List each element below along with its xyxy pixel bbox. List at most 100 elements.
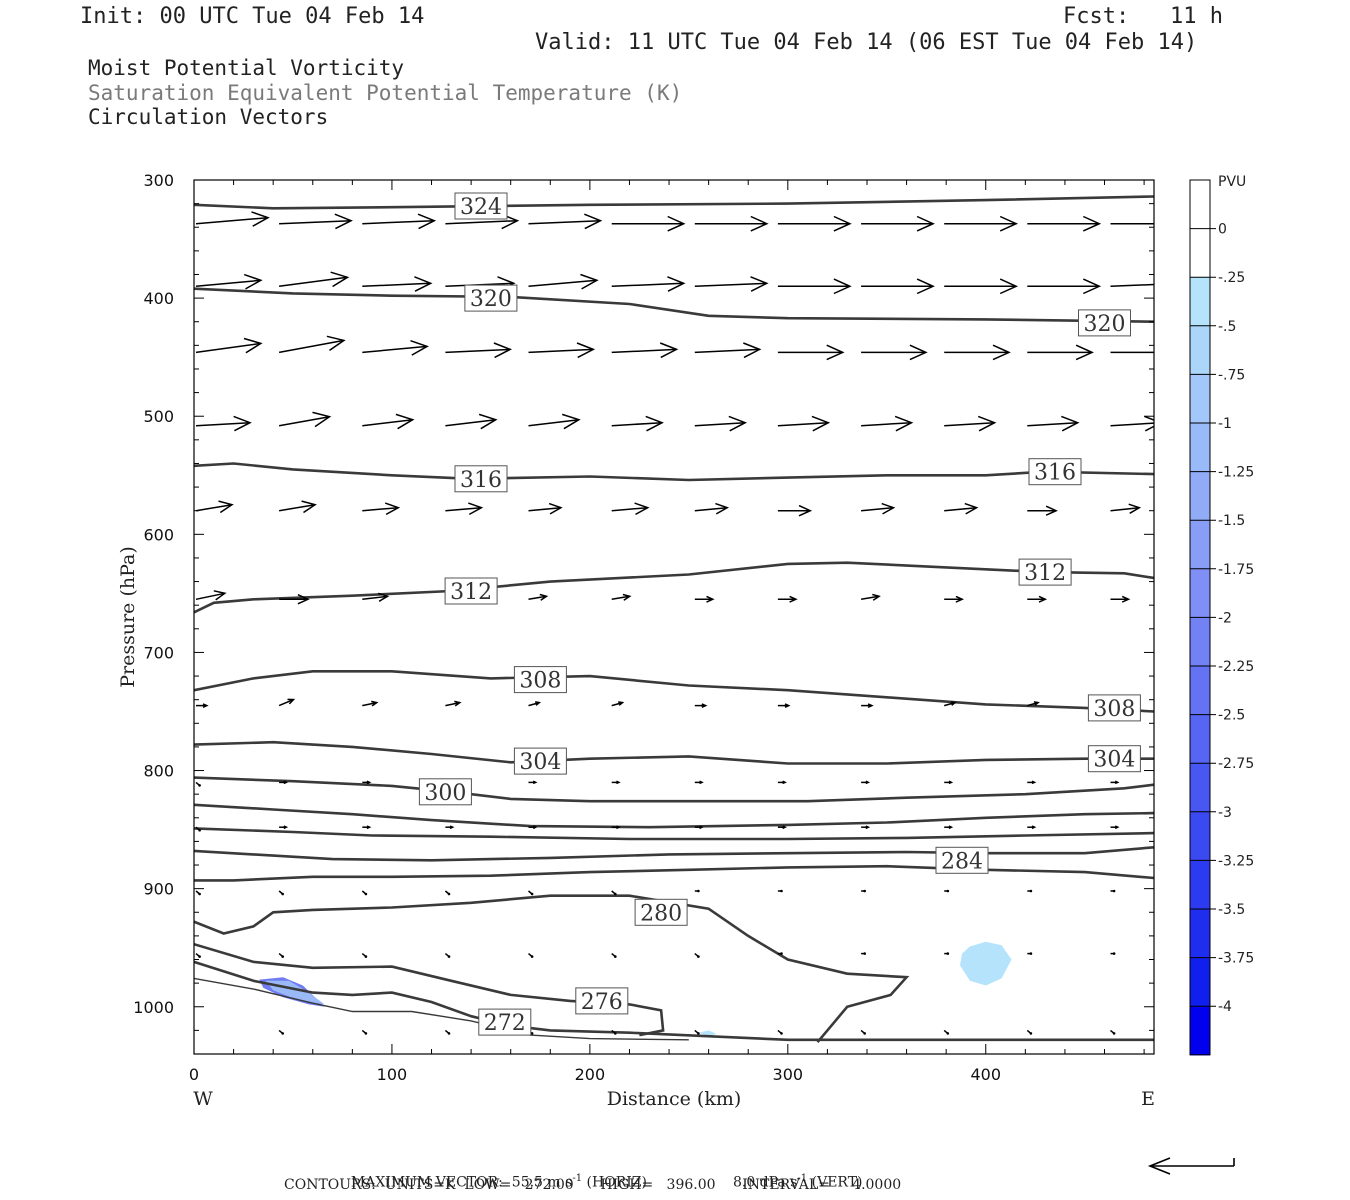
y-tick-label: 500 [143, 407, 174, 426]
circulation-vector [861, 780, 871, 785]
circulation-vector [1110, 351, 1154, 354]
circulation-vector [528, 890, 534, 896]
circulation-vector [528, 953, 534, 958]
colorbar-bin [1190, 325, 1210, 375]
circulation-vector [278, 335, 346, 354]
circulation-vector [611, 342, 679, 359]
forecast-label: Fcst: [1063, 4, 1130, 29]
title-thetae: Saturation Equivalent Potential Temperat… [88, 81, 683, 105]
circulation-vector [777, 415, 831, 432]
contour-296 [194, 803, 1154, 829]
contour-label: 320 [464, 284, 518, 312]
circulation-vector [279, 594, 310, 605]
circulation-vector [944, 595, 965, 603]
y-axis-title: Pressure (hPa) [117, 546, 139, 688]
colorbar-tick-label: -.25 [1218, 270, 1245, 286]
y-tick-label: 300 [143, 171, 174, 190]
svg-text:300: 300 [424, 781, 466, 806]
circulation-vector [528, 593, 549, 601]
circulation-vector [777, 1029, 783, 1035]
circulation-vector [861, 344, 928, 361]
colorbar-bin [1190, 374, 1210, 424]
colorbar-bin [1190, 180, 1210, 230]
pv-shaded-region-2 [960, 941, 1012, 986]
circulation-vector [777, 215, 852, 232]
y-tick-label: 400 [143, 289, 174, 308]
circulation-vector [445, 502, 484, 516]
x-tick-label: 200 [575, 1065, 606, 1084]
circulation-vector [196, 703, 209, 708]
circulation-vector [279, 780, 289, 785]
circulation-vector [195, 273, 263, 290]
circulation-vector [944, 889, 950, 893]
circulation-vector [361, 953, 368, 958]
plot-frame [193, 179, 1155, 1055]
circulation-vector [860, 1029, 866, 1035]
colorbar-bin [1190, 957, 1210, 1007]
init-time: Init: 00 UTC Tue 04 Feb 14 [80, 4, 425, 29]
circulation-vector [1110, 825, 1120, 830]
circulation-vector [944, 344, 1011, 361]
contour-316 [194, 462, 1154, 482]
circulation-vector [362, 700, 379, 707]
circulation-vector [1027, 952, 1033, 955]
reference-vector-arrow [1147, 1157, 1235, 1175]
circulation-vector [694, 825, 704, 830]
circulation-vector [528, 342, 596, 359]
circulation-vector [362, 413, 415, 430]
contour-308 [194, 670, 1154, 713]
svg-text:320: 320 [1084, 312, 1126, 337]
colorbar-bin [1190, 471, 1210, 521]
circulation-vector [944, 780, 954, 785]
circulation-vector [361, 890, 368, 896]
circulation-vector [777, 344, 845, 361]
circulation-vector [1027, 889, 1033, 893]
circulation-vector [611, 825, 621, 830]
pv-shaded-region-3 [698, 1030, 717, 1037]
circulation-vector [694, 780, 704, 785]
y-tick-label: 1000 [133, 998, 174, 1017]
circulation-vector [362, 213, 437, 230]
circulation-vector [611, 701, 625, 707]
contour-300 [194, 776, 1154, 803]
svg-text:304: 304 [1093, 748, 1135, 773]
circulation-vector [777, 952, 783, 955]
colorbar-bin [1190, 860, 1210, 910]
circulation-vector [195, 415, 252, 432]
colorbar-bin [1190, 811, 1210, 861]
circulation-vector [1026, 1029, 1033, 1035]
circulation-vector [1027, 780, 1037, 785]
circulation-vector [278, 500, 317, 514]
horiz-value: 55.5 m s [511, 1174, 573, 1191]
contour-label: 312 [1018, 558, 1072, 586]
circulation-vector [694, 502, 730, 515]
colorbar-tick-label: -.5 [1218, 319, 1236, 335]
circulation-vector [1110, 780, 1120, 785]
colorbar-bin [1190, 277, 1210, 327]
circulation-vector [777, 703, 791, 708]
circulation-vector [861, 215, 935, 232]
vert-exponent: -1 [797, 1173, 808, 1184]
circulation-vector [861, 825, 871, 830]
circulation-vector [278, 1029, 285, 1035]
y-tick-label: 800 [143, 762, 174, 781]
circulation-vector [362, 780, 372, 785]
colorbar-bin [1190, 763, 1210, 813]
circulation-vector [361, 1029, 368, 1035]
svg-text:304: 304 [519, 750, 561, 775]
circulation-vector [362, 592, 390, 602]
circulation-vector [445, 700, 462, 707]
title-mpv: Moist Potential Vorticity [88, 56, 405, 80]
circulation-vector [1110, 283, 1154, 288]
contour-312 [194, 561, 1154, 614]
colorbar-bin [1190, 1006, 1210, 1056]
colorbar-bin [1190, 228, 1210, 278]
circulation-vector [528, 502, 563, 515]
circulation-vector [1110, 415, 1154, 432]
colorbar-tick-label: -3.75 [1218, 951, 1254, 967]
svg-text:308: 308 [1093, 697, 1135, 722]
svg-text:320: 320 [470, 287, 512, 312]
colorbar-tick-label: -1.5 [1218, 513, 1245, 529]
circulation-vector [195, 826, 201, 832]
